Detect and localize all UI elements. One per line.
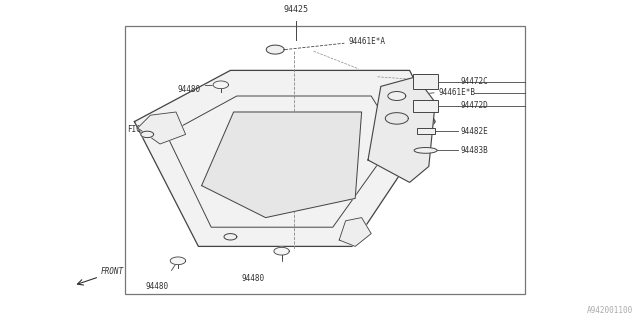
Text: 94482E: 94482E <box>461 127 488 136</box>
Text: 94461E*A: 94461E*A <box>349 37 386 46</box>
Polygon shape <box>388 92 406 100</box>
Text: 94483B: 94483B <box>461 146 488 155</box>
Bar <box>413 75 438 89</box>
Polygon shape <box>266 45 284 54</box>
Text: 94425: 94425 <box>283 5 308 14</box>
Text: 94480: 94480 <box>241 274 264 283</box>
Polygon shape <box>213 81 228 89</box>
Text: 94480: 94480 <box>145 282 168 291</box>
Polygon shape <box>202 112 362 218</box>
Polygon shape <box>224 234 237 240</box>
Text: 94472C: 94472C <box>461 77 488 86</box>
Text: FRONT: FRONT <box>101 267 124 276</box>
Bar <box>413 100 438 112</box>
Polygon shape <box>368 77 435 182</box>
Polygon shape <box>274 247 289 255</box>
Polygon shape <box>385 113 408 124</box>
Text: A942001100: A942001100 <box>588 306 634 315</box>
Text: 94472D: 94472D <box>461 101 488 110</box>
Text: 94480: 94480 <box>177 85 200 94</box>
Text: FIG.654-2: FIG.654-2 <box>127 125 168 134</box>
Bar <box>417 128 435 134</box>
Polygon shape <box>134 70 435 246</box>
Polygon shape <box>339 218 371 246</box>
Polygon shape <box>138 112 186 144</box>
Ellipse shape <box>414 148 437 153</box>
Polygon shape <box>170 257 186 265</box>
Polygon shape <box>141 131 154 138</box>
Bar <box>125 26 525 294</box>
Text: 94461E*B: 94461E*B <box>438 88 476 97</box>
